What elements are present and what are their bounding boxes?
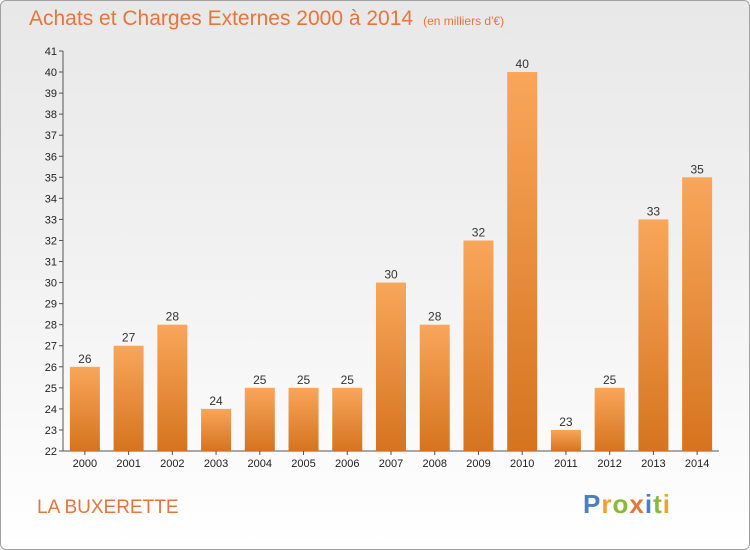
proxiti-logo: Proxiti	[583, 489, 671, 520]
x-tick-label: 2009	[466, 458, 490, 470]
y-tick-label: 37	[45, 130, 57, 142]
bar	[419, 324, 450, 451]
y-tick-label: 39	[45, 88, 57, 100]
bar	[463, 240, 494, 451]
bar-value-label: 26	[78, 352, 92, 366]
bar-value-label: 28	[428, 310, 442, 324]
y-tick-label: 36	[45, 151, 57, 163]
bar-value-label: 25	[603, 373, 617, 387]
bar-value-label: 25	[297, 373, 311, 387]
y-tick-label: 22	[45, 446, 57, 458]
chart-title-text: Achats et Charges Externes 2000 à 2014	[29, 7, 414, 30]
logo-letter: o	[612, 489, 630, 519]
bar-value-label: 24	[209, 394, 223, 408]
x-tick-label: 2012	[597, 458, 621, 470]
y-tick-label: 40	[45, 67, 57, 79]
y-tick-label: 24	[45, 404, 57, 416]
location-name: LA BUXERETTE	[37, 497, 179, 518]
bar	[69, 366, 100, 451]
x-tick-label: 2006	[335, 458, 359, 470]
bar	[550, 429, 581, 451]
y-tick-label: 29	[45, 299, 57, 311]
bar-value-label: 40	[516, 57, 530, 71]
y-tick-label: 27	[45, 341, 57, 353]
x-tick-label: 2002	[160, 458, 184, 470]
bar-value-label: 25	[341, 373, 355, 387]
bar-value-label: 32	[472, 225, 486, 239]
bar	[113, 345, 144, 451]
chart-bars: 26 27 28 24 25 25 25 30 28 32 40 23 25 33 35	[69, 57, 713, 451]
x-tick-label: 2007	[379, 458, 403, 470]
bar	[157, 324, 188, 451]
bar	[638, 219, 669, 451]
x-tick-label: 2008	[422, 458, 446, 470]
y-tick-label: 31	[45, 257, 57, 269]
x-tick-label: 2004	[248, 458, 272, 470]
bar-value-label: 25	[253, 373, 267, 387]
bar	[244, 387, 275, 451]
logo-letter: i	[644, 489, 654, 519]
bar-value-label: 27	[122, 331, 136, 345]
y-tick-label: 28	[45, 320, 57, 332]
x-tick-label: 2005	[291, 458, 315, 470]
x-tick-label: 2014	[685, 458, 709, 470]
bar	[288, 387, 319, 451]
bar	[332, 387, 363, 451]
logo-letter: i	[662, 489, 671, 519]
bar-value-label: 30	[384, 268, 398, 282]
chart-title: Achats et Charges Externes 2000 à 2014 (e…	[29, 7, 504, 31]
logo-letter: P	[583, 489, 602, 519]
y-tick-label: 38	[45, 109, 57, 121]
bar-value-label: 28	[166, 310, 180, 324]
x-tick-label: 2003	[204, 458, 228, 470]
bar-value-label: 35	[690, 162, 704, 176]
logo-letter: t	[653, 489, 663, 519]
bar	[507, 72, 538, 451]
bar	[376, 282, 406, 451]
x-tick-label: 2011	[554, 458, 578, 470]
y-tick-label: 23	[45, 425, 57, 437]
chart-unit: (en milliers d'€)	[423, 14, 505, 28]
y-tick-label: 26	[45, 362, 57, 374]
bar	[201, 408, 232, 451]
logo-letter: x	[629, 489, 645, 519]
logo-letter: r	[601, 489, 613, 519]
bar	[682, 177, 713, 451]
x-tick-label: 2010	[510, 458, 534, 470]
x-tick-label: 2013	[641, 458, 665, 470]
y-tick-label: 41	[45, 46, 57, 58]
bar-value-label: 23	[559, 415, 573, 429]
x-tick-label: 2001	[116, 458, 140, 470]
bar	[594, 387, 625, 451]
y-tick-label: 33	[45, 214, 57, 226]
y-tick-label: 30	[45, 278, 57, 290]
y-tick-label: 35	[45, 172, 57, 184]
y-tick-label: 34	[45, 193, 57, 205]
bar-value-label: 33	[647, 204, 661, 218]
y-tick-label: 25	[45, 383, 57, 395]
x-tick-label: 2000	[73, 458, 97, 470]
y-tick-label: 32	[45, 235, 57, 247]
